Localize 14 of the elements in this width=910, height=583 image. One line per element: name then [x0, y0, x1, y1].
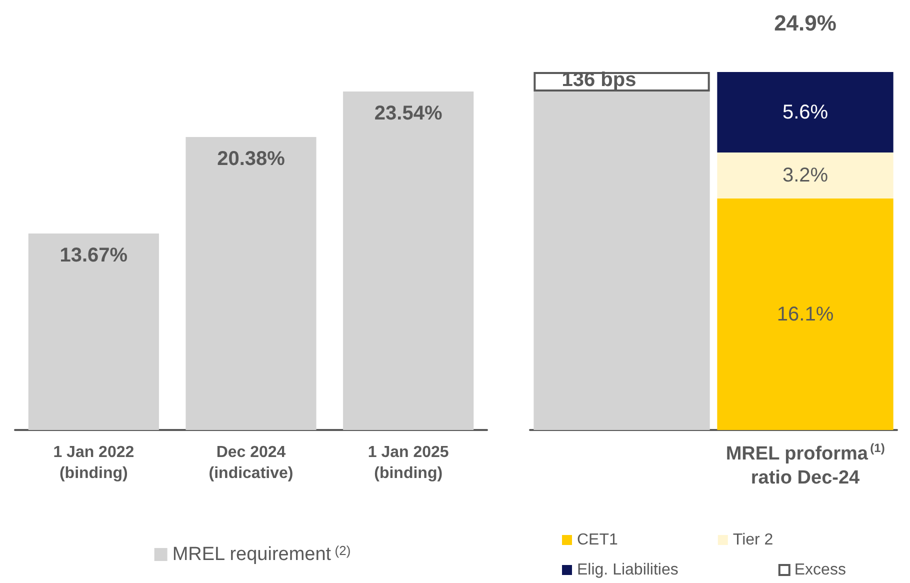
x-tick-label: Dec 2024 (indicative) — [208, 444, 294, 482]
data-label: 3.2% — [782, 164, 828, 187]
data-label: 20.38% — [217, 148, 286, 170]
x-tick-label: 1 Jan 2022 (binding) — [53, 444, 134, 482]
total-label: 24.9% — [774, 10, 836, 36]
legend-label: Elig. Liabilities — [577, 562, 678, 578]
data-label: 13.67% — [60, 244, 128, 266]
data-label: 16.1% — [776, 303, 834, 326]
legend-label: Excess — [794, 562, 846, 578]
x-tick-label: 1 Jan 2025 (binding) — [368, 444, 449, 482]
data-label: 5.6% — [782, 101, 828, 124]
legend-label: Tier 2 — [732, 532, 774, 548]
data-label: 23.54% — [374, 102, 442, 125]
legend-label: CET1 — [577, 532, 618, 548]
